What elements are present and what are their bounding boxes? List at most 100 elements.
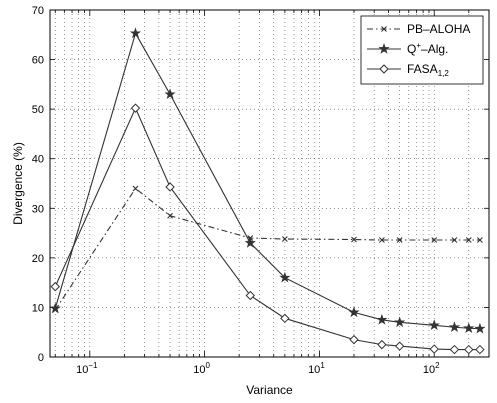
- x-marker-stroke: [431, 237, 438, 243]
- diamond-marker: [349, 334, 359, 345]
- data-point: [348, 306, 360, 318]
- data-point: [451, 237, 458, 243]
- data-point: [381, 26, 387, 32]
- diamond-marker: [280, 313, 290, 324]
- x-marker-stroke: [132, 185, 139, 192]
- data-point: [464, 344, 474, 355]
- legend-label-rest: –Alg.: [421, 42, 448, 56]
- star-marker: [164, 88, 176, 100]
- data-point: [351, 236, 357, 243]
- data-point: [130, 103, 141, 113]
- data-point: [475, 344, 485, 355]
- diamond-marker: [130, 103, 141, 113]
- star-marker: [348, 306, 360, 318]
- data-point: [394, 341, 405, 351]
- data-point: [379, 64, 389, 74]
- y-tick-label: 30: [32, 203, 44, 215]
- diamond-marker: [464, 344, 474, 355]
- y-axis-label: Divergence (%): [11, 142, 25, 225]
- diamond-marker: [377, 339, 387, 350]
- data-point: [132, 185, 139, 192]
- data-point: [165, 182, 175, 192]
- x-marker-stroke: [477, 237, 483, 243]
- star-marker: [474, 322, 486, 334]
- x-marker-stroke: [281, 236, 288, 242]
- star-marker: [376, 313, 388, 325]
- legend-label-sub: 1,2: [438, 69, 450, 78]
- star-marker: [279, 271, 291, 283]
- x-axis-label: Variance: [246, 383, 293, 397]
- plot-frame: [49, 9, 490, 358]
- diamond-marker: [165, 182, 175, 192]
- data-point: [428, 319, 440, 331]
- data-point: [394, 316, 406, 328]
- series-1: [49, 27, 486, 334]
- star-marker: [428, 319, 440, 331]
- legend-label-sup: +: [416, 41, 421, 50]
- data-point: [431, 237, 438, 243]
- data-point: [378, 43, 390, 54]
- data-point: [349, 334, 359, 345]
- data-point: [279, 271, 291, 283]
- x-marker-stroke: [378, 237, 385, 243]
- x-tick-label: 102: [423, 361, 440, 376]
- x-tick-base: 10: [423, 364, 435, 376]
- x-marker-stroke: [396, 237, 403, 243]
- y-tick-label: 0: [38, 352, 44, 364]
- data-point: [463, 322, 475, 334]
- y-tick-label: 60: [32, 55, 44, 67]
- x-tick-base: 10: [193, 364, 205, 376]
- diamond-marker: [50, 281, 60, 292]
- data-point: [449, 344, 460, 355]
- x-tick-exponent: 2: [435, 361, 440, 370]
- x-marker-stroke: [465, 237, 472, 243]
- diamond-marker: [379, 64, 389, 74]
- data-point: [474, 322, 486, 334]
- diamond-marker: [449, 344, 460, 355]
- data-point: [50, 281, 60, 292]
- series-2: [50, 103, 485, 355]
- diamond-marker: [245, 290, 256, 301]
- data-point: [281, 236, 288, 242]
- diamond-marker: [429, 344, 439, 354]
- data-point: [378, 237, 385, 243]
- star-marker: [378, 43, 390, 54]
- data-point: [244, 237, 256, 248]
- legend-label-text: PB–ALOHA: [407, 22, 470, 36]
- x-marker-stroke: [451, 237, 458, 243]
- legend-label-main: FASA: [407, 62, 438, 76]
- x-marker-stroke: [167, 212, 173, 219]
- legend-label: PB–ALOHA: [407, 22, 470, 36]
- legend: PB–ALOHA Q+–Alg. FASA1,2: [360, 15, 484, 85]
- star-marker: [463, 322, 475, 334]
- data-point: [49, 302, 61, 314]
- x-tick-label: 10−1: [76, 361, 98, 376]
- data-point: [164, 88, 176, 100]
- series-layer: [49, 27, 486, 355]
- legend-label: Q+–Alg.: [407, 41, 448, 56]
- x-marker-stroke: [351, 236, 357, 243]
- data-point: [280, 313, 290, 324]
- y-tick-label: 70: [32, 5, 44, 17]
- y-tick-label: 20: [32, 253, 44, 265]
- data-point: [448, 321, 461, 333]
- data-point: [465, 237, 472, 243]
- data-point: [376, 313, 388, 325]
- star-marker: [129, 27, 142, 39]
- x-marker-stroke: [381, 26, 387, 32]
- diamond-marker: [394, 341, 405, 351]
- legend-box: [360, 15, 484, 85]
- diamond-marker: [475, 344, 485, 355]
- data-point: [167, 212, 173, 219]
- x-tick-exponent: −1: [88, 361, 98, 370]
- data-point: [477, 237, 483, 243]
- star-marker: [448, 321, 461, 333]
- y-tick-label: 40: [32, 154, 44, 166]
- x-tick-exponent: 1: [320, 361, 325, 370]
- star-marker: [394, 316, 406, 328]
- data-point: [245, 290, 256, 301]
- x-tick-base: 10: [76, 364, 88, 376]
- data-point: [129, 27, 142, 39]
- x-tick-label: 101: [308, 361, 325, 376]
